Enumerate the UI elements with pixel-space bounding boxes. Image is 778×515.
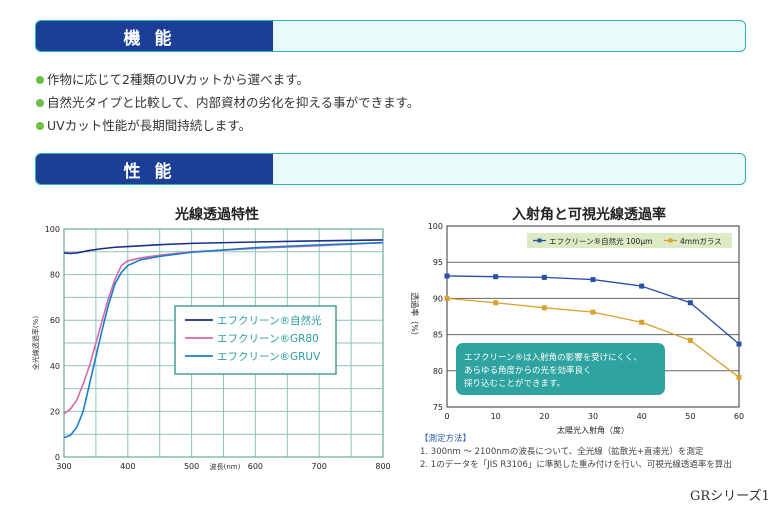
section-title: 機能 [36,21,273,51]
y-tick-label: 20 [50,407,60,416]
x-axis-label: 波長(nm) [210,462,241,471]
list-item: 自然光タイプと比較して、内部資材の劣化を抑える事ができます。 [36,91,419,114]
section-header-performance: 性能 [35,153,746,185]
section-header-function: 機能 [35,20,746,52]
list-item-text: 作物に応じて2種類のUVカットから選べます。 [47,72,309,87]
y-tick-label: 100 [428,222,443,231]
series-line-0 [63,239,384,255]
data-point [736,341,742,347]
x-tick-label: 400 [120,462,135,471]
y-tick-label: 60 [50,316,60,325]
chart1-title: 光線透過特性 [175,207,259,223]
y-axis-label: 透過率（%） [410,292,420,340]
incidence-angle-chart: 0 10 20 30 40 50 60 75 80 85 90 95 100 太陽光入射角（度） 透過率（%… [410,222,744,435]
bullet-icon [36,122,44,130]
bullet-icon [36,76,44,84]
y-tick-label: 95 [433,258,443,267]
list-item: 作物に応じて2種類のUVカットから選べます。 [36,68,419,91]
measurement-notes: 【測定方法】 1. 300nm ～ 2100nmの波長について、全光線（拡散光+… [420,433,732,472]
data-point [541,305,547,311]
y-tick-label: 100 [45,225,60,234]
y-tick-label: 85 [433,331,443,340]
x-tick-label: 800 [375,462,390,471]
section-title: 性能 [36,154,273,184]
legend-marker [537,238,542,243]
data-point [590,309,596,315]
x-tick-label: 60 [734,412,744,421]
legend-box [527,233,732,248]
data-point [493,274,499,280]
list-item-text: UVカット性能が長期間持続します。 [47,118,251,133]
legend-label: エフクリーン®自然光 [217,314,322,327]
x-tick-label: 50 [685,412,695,421]
data-point [736,374,742,380]
legend-marker [668,238,673,243]
data-point [493,300,499,306]
y-tick-label: 80 [50,271,60,280]
transmission-chart: 300 400 500 600 700 800 0 20 40 60 80 100 波長(nm) 全光線透… [31,225,391,471]
data-point [687,337,693,343]
notes-heading: 【測定方法】 [420,434,472,444]
page-footer: GRシリーズ1 [690,489,770,504]
legend-box [174,305,337,375]
y-tick-label: 90 [433,294,443,303]
x-tick-label: 0 [444,412,449,421]
data-point [687,300,693,306]
chart2-title: 入射角と可視光線透過率 [512,207,666,223]
series-line-2 [63,241,384,439]
x-tick-label: 600 [248,462,263,471]
y-tick-label: 0 [55,453,60,462]
data-point [590,277,596,283]
legend-label: エフクリーン®GR80 [217,333,319,345]
bullet-icon [36,99,44,107]
note-item: 1. 300nm ～ 2100nmの波長について、全光線（拡散光+直達光）を測定 [420,447,704,457]
annotation-box [456,343,665,395]
x-tick-label: 10 [491,412,501,421]
list-item: UVカット性能が長期間持続します。 [36,114,419,137]
legend-label: 4mmガラス [680,236,722,246]
plot-frame [446,225,740,408]
x-tick-label: 700 [312,462,327,471]
data-point [639,283,645,289]
feature-list: 作物に応じて2種類のUVカットから選べます。 自然光タイプと比較して、内部資材の… [36,68,419,137]
x-axis-label: 太陽光入射角（度） [557,425,629,435]
y-tick-label: 80 [433,367,443,376]
data-point [444,295,450,301]
legend-label: エフクリーン®自然光 100μm [549,236,652,246]
x-tick-label: 500 [184,462,199,471]
x-tick-label: 30 [588,412,598,421]
y-axis-label: 全光線透過率(%) [31,316,40,370]
plot-frame [63,228,384,458]
x-tick-label: 20 [539,412,549,421]
x-tick-label: 40 [637,412,647,421]
y-tick-label: 40 [50,362,60,371]
data-point [444,273,450,279]
data-point [639,319,645,325]
data-point [541,274,547,280]
annotation-text: エフクリーン®は入射角の影響を受けにくく、 [464,352,642,363]
annotation-text: 採り込むことができます。 [464,378,565,389]
note-item: 2. 1のデータを「JIS R3106」に準拠した重み付けを行い、可視光線透過率… [420,460,732,470]
x-tick-label: 300 [56,462,71,471]
legend-label: エフクリーン®GRUV [217,351,321,363]
annotation-text: あらゆる角度からの光を効率良く [464,365,592,376]
y-tick-label: 75 [433,403,443,412]
list-item-text: 自然光タイプと比較して、内部資材の劣化を抑える事ができます。 [47,95,420,110]
